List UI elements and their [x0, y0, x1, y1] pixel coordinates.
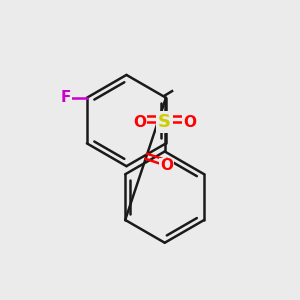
- Text: F: F: [61, 90, 71, 105]
- Text: O: O: [183, 115, 196, 130]
- Text: O: O: [133, 115, 146, 130]
- Text: O: O: [160, 158, 173, 173]
- Text: S: S: [158, 113, 171, 131]
